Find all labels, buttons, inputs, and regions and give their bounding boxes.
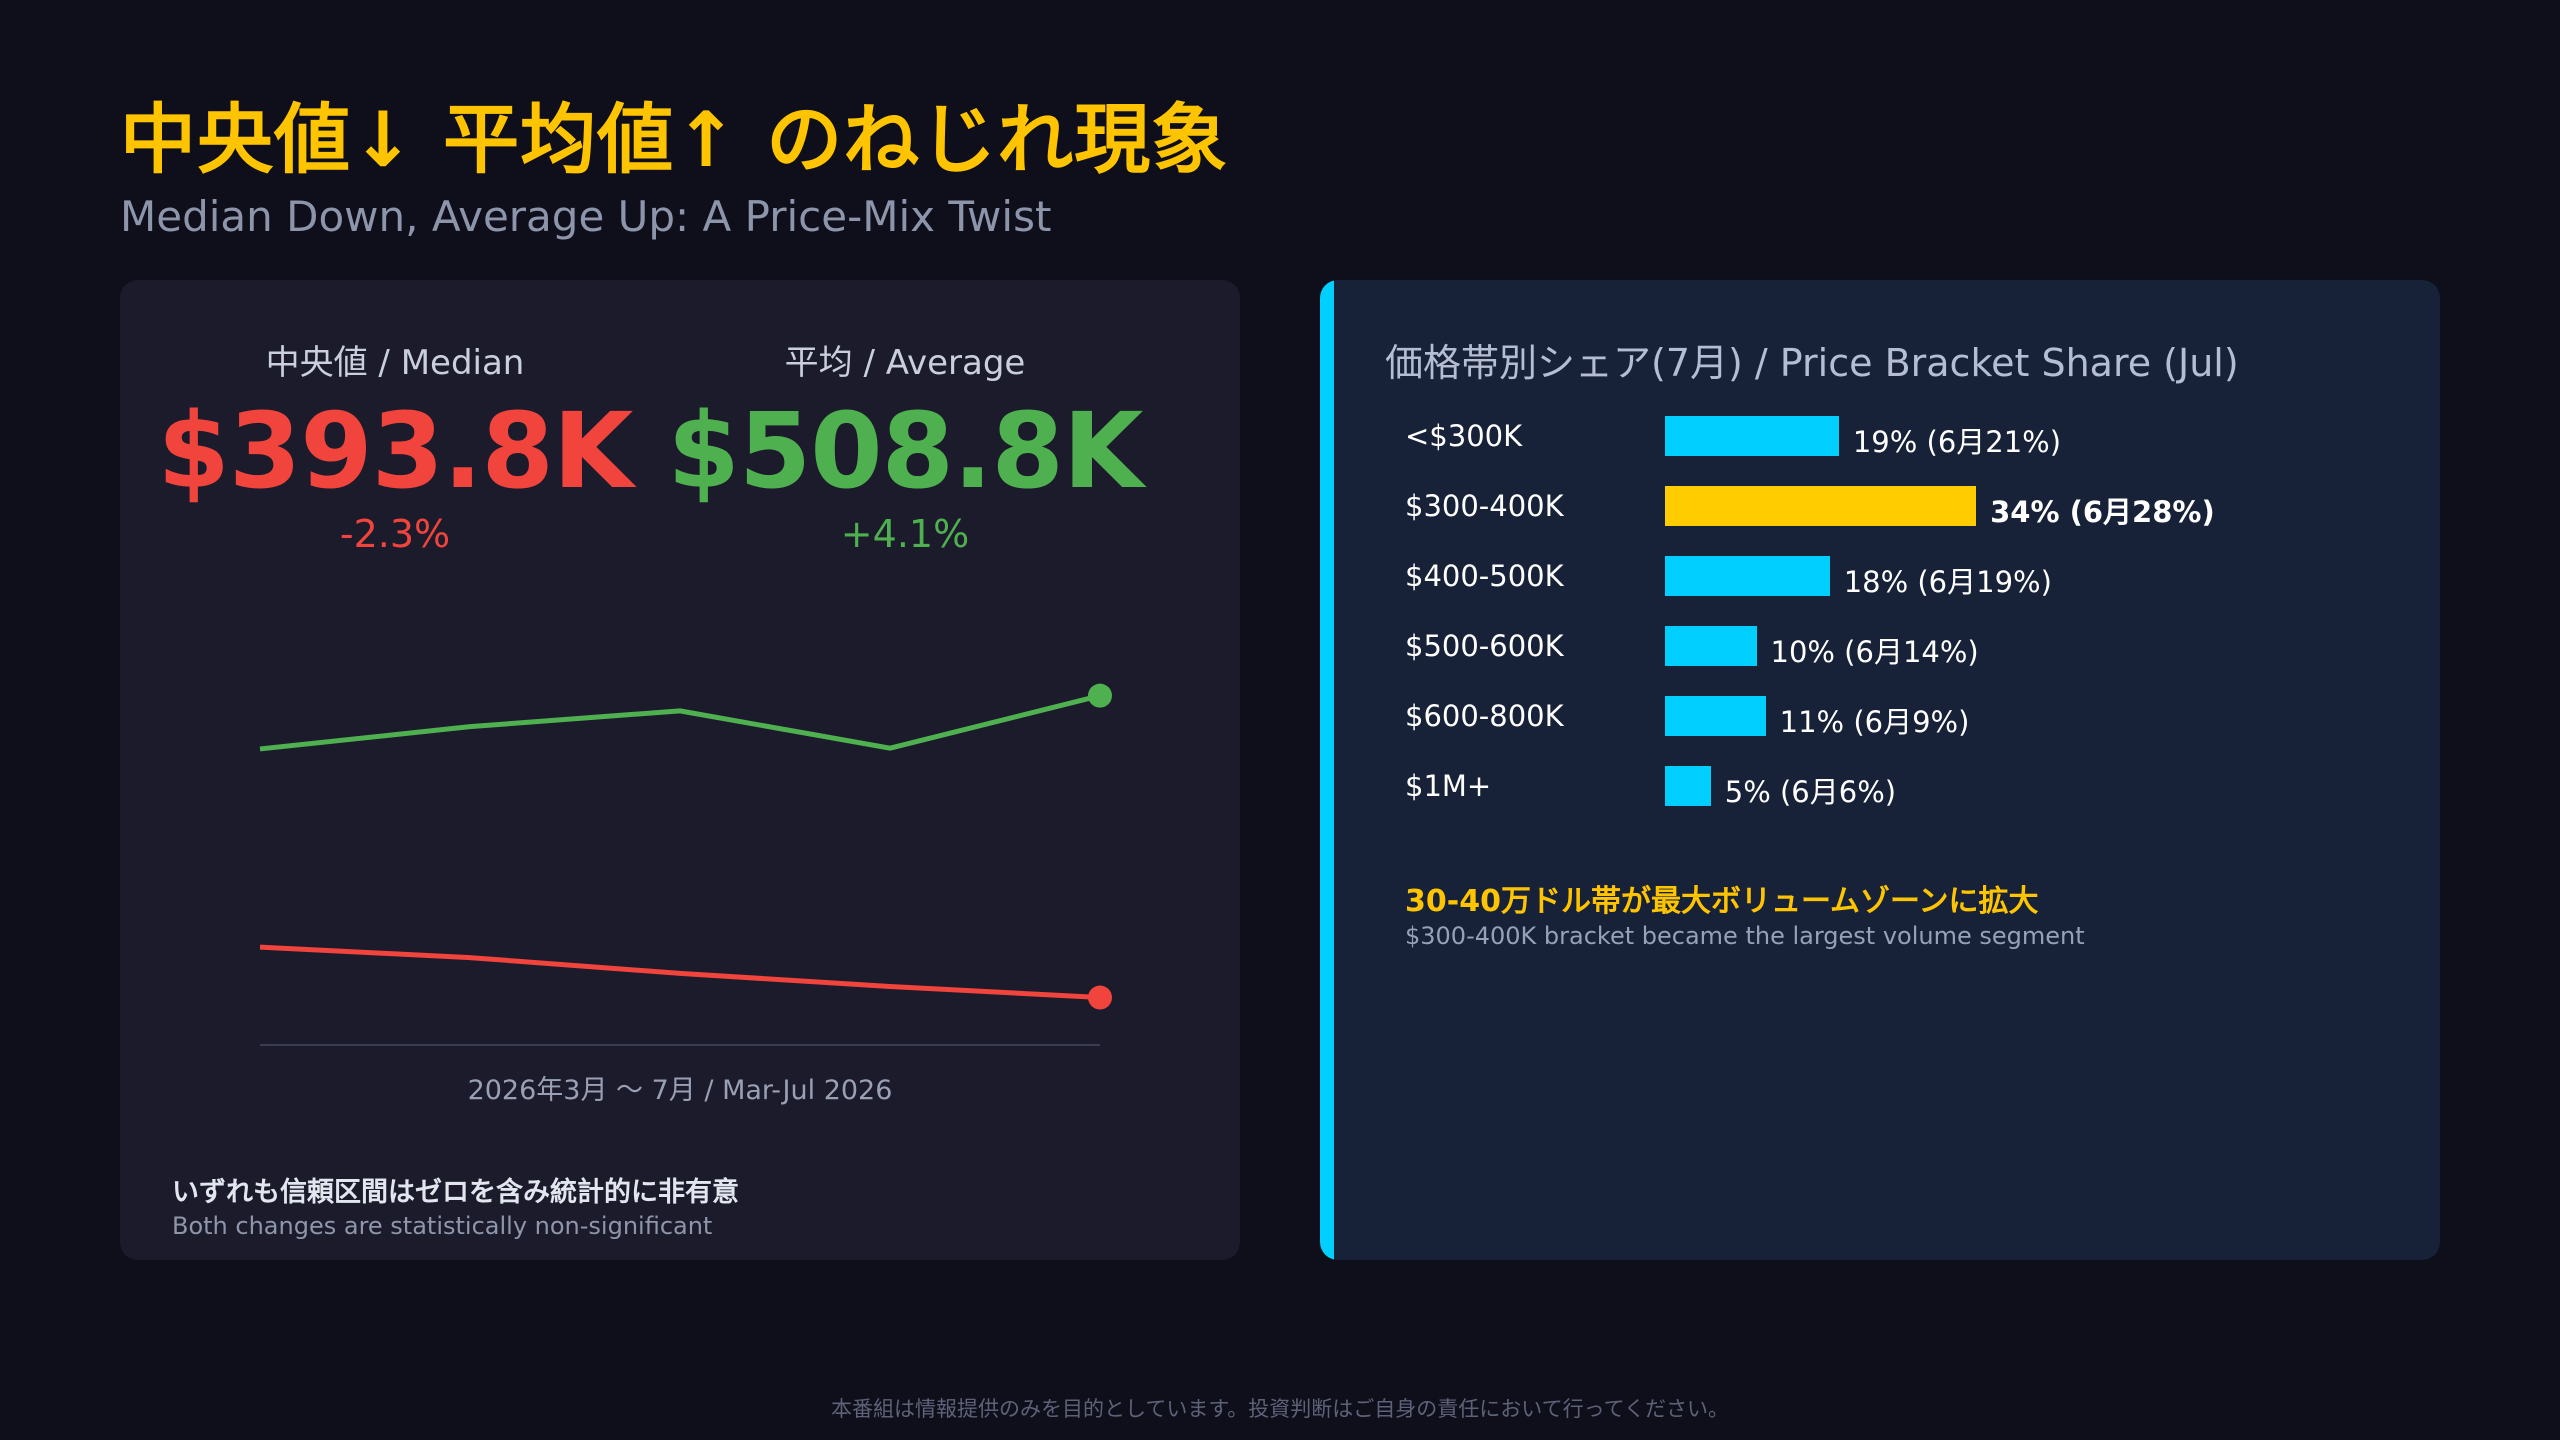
bracket-bar	[1665, 626, 1757, 666]
bracket-label: $300-400K	[1405, 489, 1564, 523]
bracket-bar	[1665, 556, 1830, 596]
price-bracket-card: 価格帯別シェア(7月) / Price Bracket Share (Jul) …	[1320, 280, 2440, 1260]
median-change: -2.3%	[339, 512, 451, 556]
average-value: $508.8K	[667, 390, 1144, 512]
bracket-row: $300-400K 34% (6月28%)	[1320, 483, 2440, 529]
bracket-bar	[1665, 416, 1839, 456]
median-label: 中央値 / Median	[265, 343, 525, 383]
bracket-bar	[1665, 486, 1977, 526]
bracket-label: $400-500K	[1405, 559, 1564, 593]
average-label: 平均 / Average	[784, 343, 1026, 383]
x-axis-caption: 2026年3月 〜 7月 / Mar-Jul 2026	[467, 1075, 893, 1106]
bracket-row: <$300K 19% (6月21%)	[1320, 413, 2440, 459]
bracket-bar	[1665, 766, 1711, 806]
bracket-label: $500-600K	[1405, 629, 1564, 663]
page-subtitle: Median Down, Average Up: A Price-Mix Twi…	[120, 192, 1052, 241]
bracket-value-label: 19% (6月21%)	[1852, 425, 2062, 459]
average-point-jul	[1088, 683, 1112, 708]
bracket-label: <$300K	[1405, 419, 1523, 453]
card-accent-bar	[1320, 280, 1334, 1260]
average-change: +4.1%	[840, 512, 970, 556]
bracket-value-label: 10% (6月14%)	[1770, 635, 1979, 669]
disclaimer: 本番組は情報提供のみを目的としています。投資判断はご自身の責任において行ってくだ…	[831, 1397, 1729, 1421]
bracket-value-label: 18% (6月19%)	[1843, 565, 2052, 599]
median-value: $393.8K	[157, 390, 634, 512]
bracket-label: $1M+	[1405, 769, 1492, 803]
average-line	[259, 693, 1101, 752]
bracket-row: $1M+ 5% (6月6%)	[1320, 763, 2440, 809]
bracket-value-label: 5% (6月6%)	[1724, 775, 1897, 809]
median-point-jul	[1088, 985, 1112, 1010]
bracket-value-label: 11% (6月9%)	[1779, 705, 1970, 739]
bracket-label: $600-800K	[1405, 699, 1564, 733]
bracket-row: $500-600K 10% (6月14%)	[1320, 623, 2440, 669]
median-line	[259, 944, 1101, 1001]
bracket-value-label: 34% (6月28%)	[1990, 495, 2215, 529]
page-title: 中央値↓ 平均値↑ のねじれ現象	[120, 95, 1229, 184]
significance-note-en: Both changes are statistically non-signi…	[172, 1212, 713, 1240]
bracket-bar	[1665, 696, 1766, 736]
trend-line-chart	[259, 683, 1112, 1046]
bracket-row: $400-500K 18% (6月19%)	[1320, 553, 2440, 599]
callout-en: $300-400K bracket became the largest vol…	[1405, 922, 2085, 950]
callout-jp: 30-40万ドル帯が最大ボリュームゾーンに拡大	[1405, 884, 2039, 919]
significance-note-jp: いずれも信頼区間はゼロを含み統計的に非有意	[172, 1177, 739, 1208]
median-average-card: 中央値 / Median $393.8K -2.3% 平均 / Average …	[120, 280, 1240, 1260]
bracket-chart-title: 価格帯別シェア(7月) / Price Bracket Share (Jul)	[1385, 341, 2239, 385]
bracket-row: $600-800K 11% (6月9%)	[1320, 693, 2440, 739]
